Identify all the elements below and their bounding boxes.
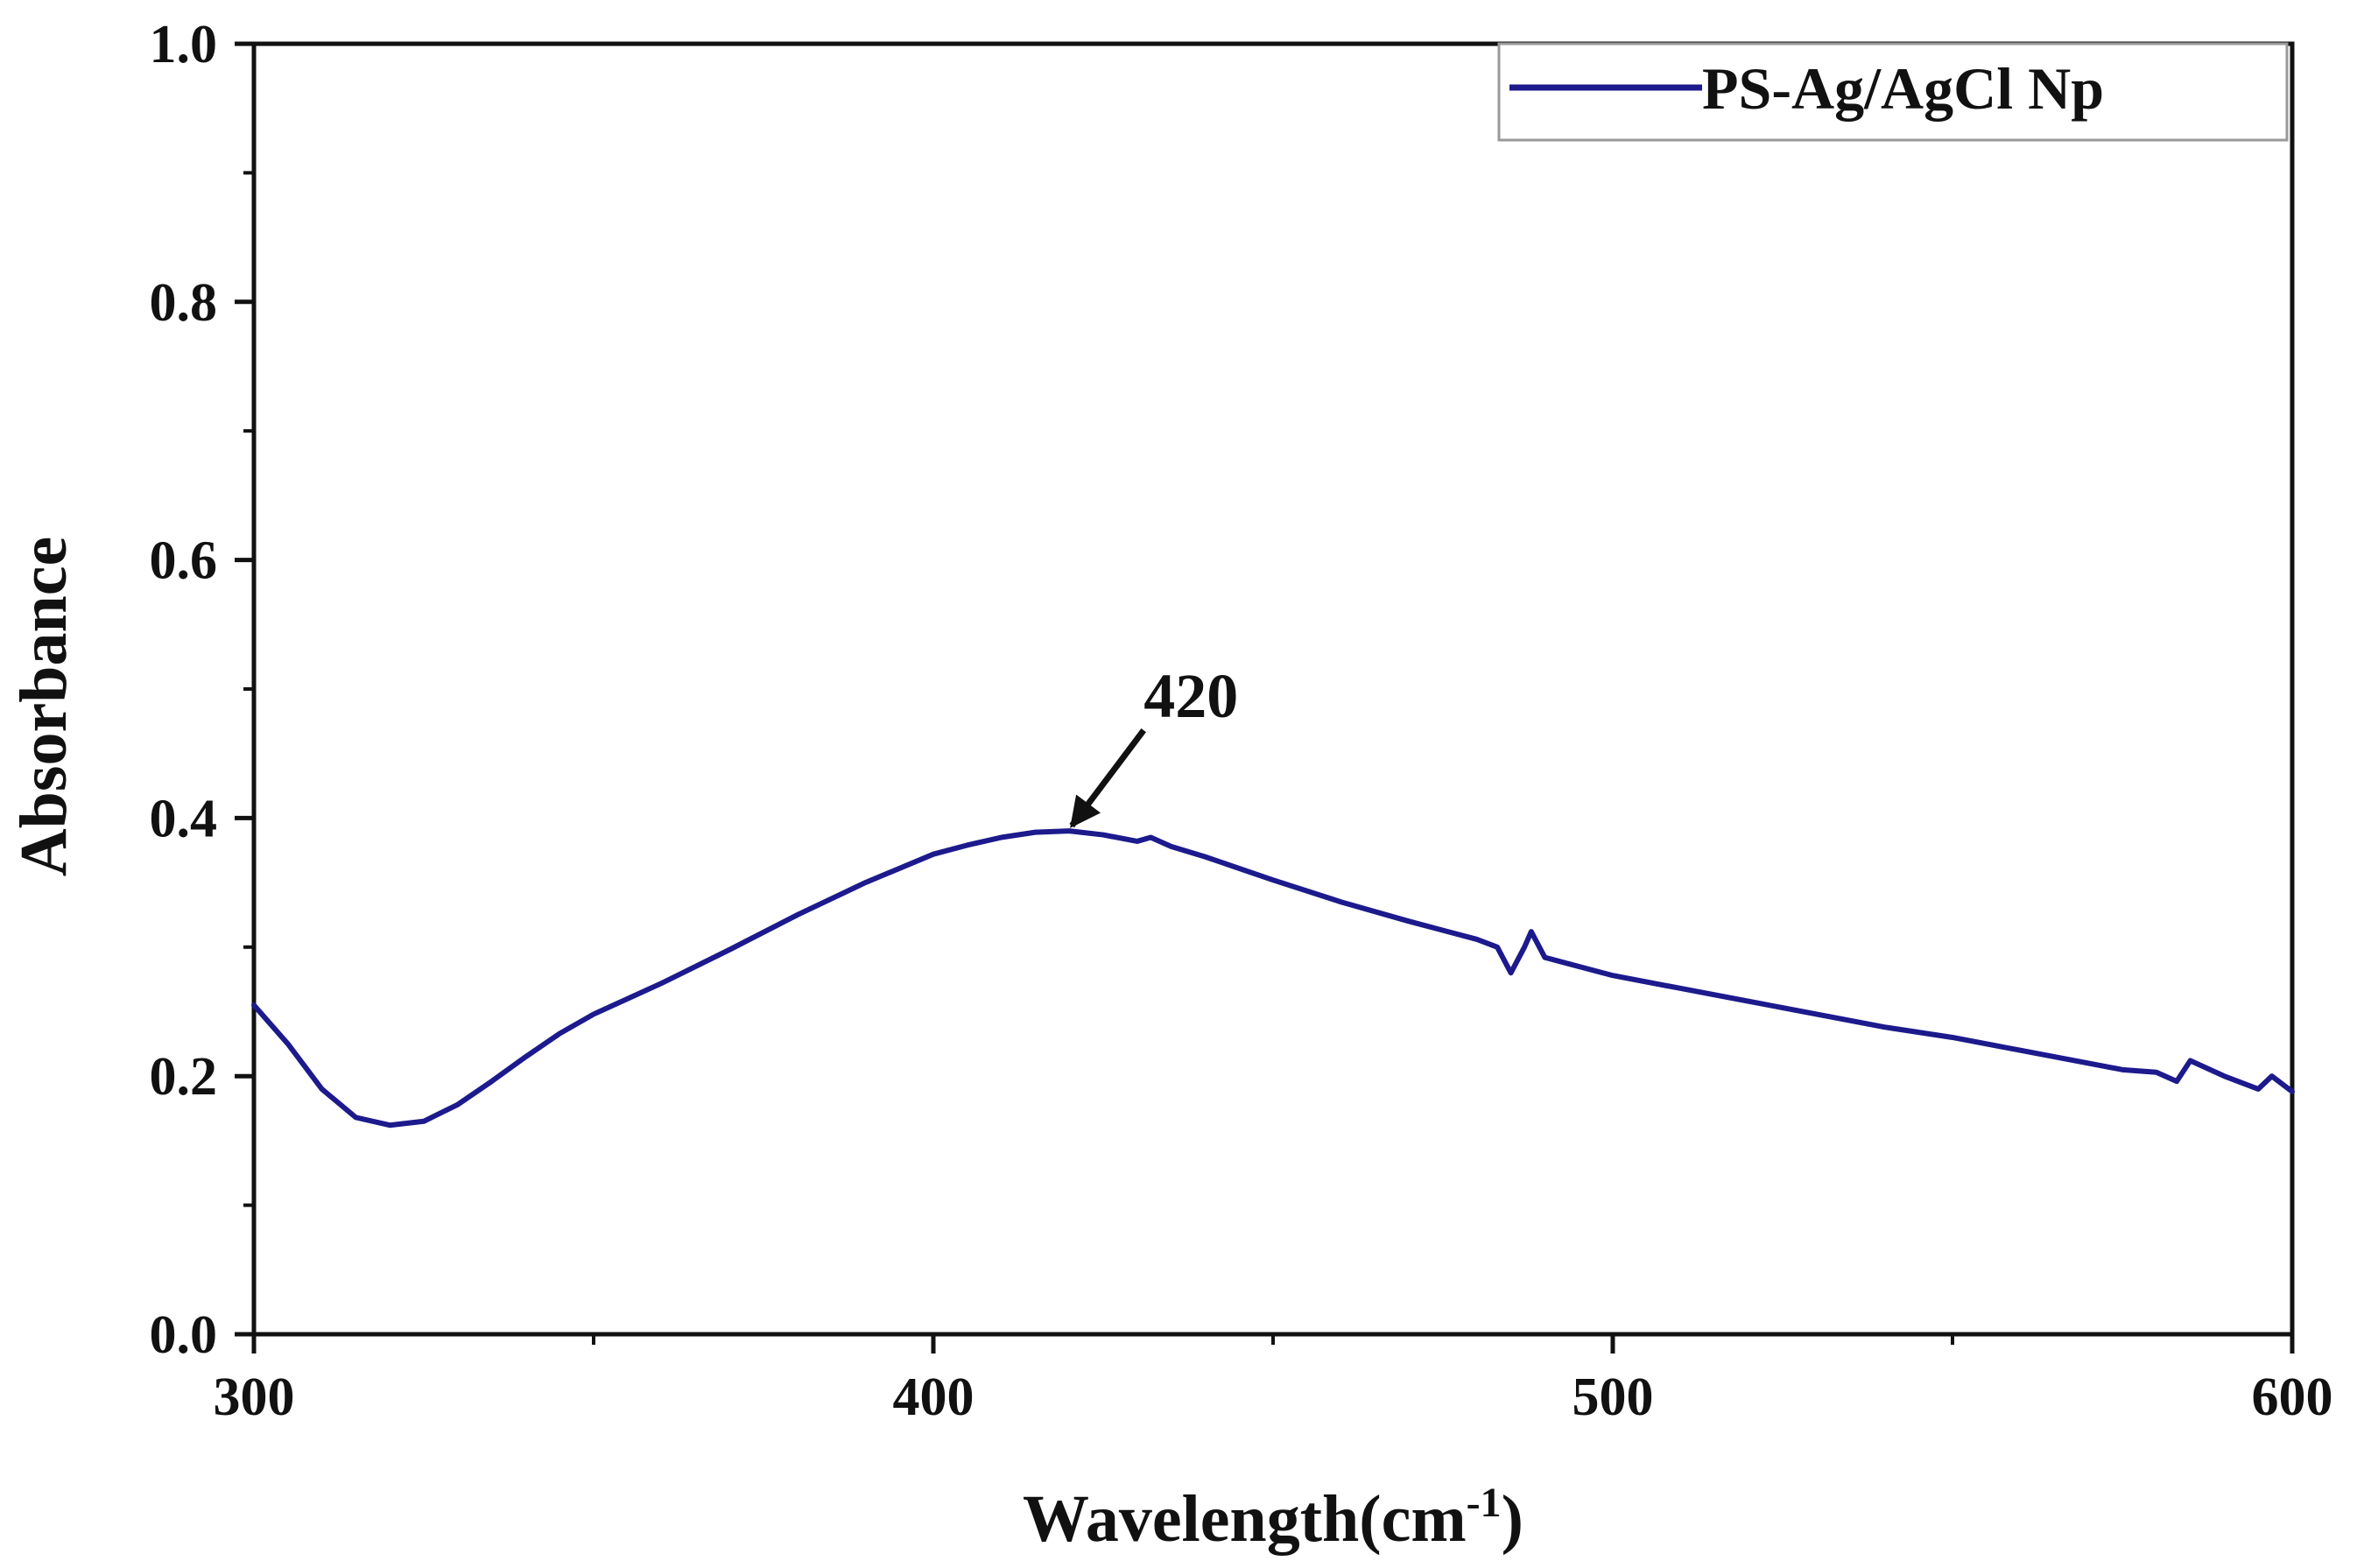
- y-tick-label: 1.0: [150, 15, 218, 74]
- annotation-arrow: [1069, 728, 1146, 828]
- series-line: [251, 828, 2295, 1129]
- y-tick-label: 0.4: [150, 789, 218, 848]
- y-axis-title: Absorbance: [7, 537, 81, 876]
- x-axis-title-suffix: ): [1502, 1482, 1523, 1556]
- x-tick-label: 400: [893, 1368, 974, 1427]
- x-axis-title-main: Wavelength(cm: [1023, 1482, 1467, 1556]
- x-axis-title-superscript: -1: [1467, 1480, 1502, 1526]
- x-tick-label: 500: [1573, 1368, 1654, 1427]
- legend-label: PS-Ag/AgCl Np: [1702, 55, 2104, 122]
- y-tick-label: 0.0: [150, 1305, 218, 1365]
- legend-box: [1497, 42, 2289, 142]
- x-tick-label: 600: [2252, 1368, 2333, 1427]
- x-tick-label: 300: [214, 1368, 295, 1427]
- annotation-label: 420: [1143, 661, 1238, 731]
- y-tick-label: 0.8: [150, 273, 218, 333]
- y-tick-label: 0.2: [150, 1047, 218, 1107]
- y-tick-label: 0.6: [150, 531, 218, 591]
- plot-frame: [251, 41, 2295, 1337]
- x-axis-title: Wavelength(cm-1): [1023, 1480, 1523, 1556]
- plot-layer: 300 400 500 600 0.0 0.2 0.4 0.6 0.8 1.0 Wavelength…: [7, 15, 2333, 1556]
